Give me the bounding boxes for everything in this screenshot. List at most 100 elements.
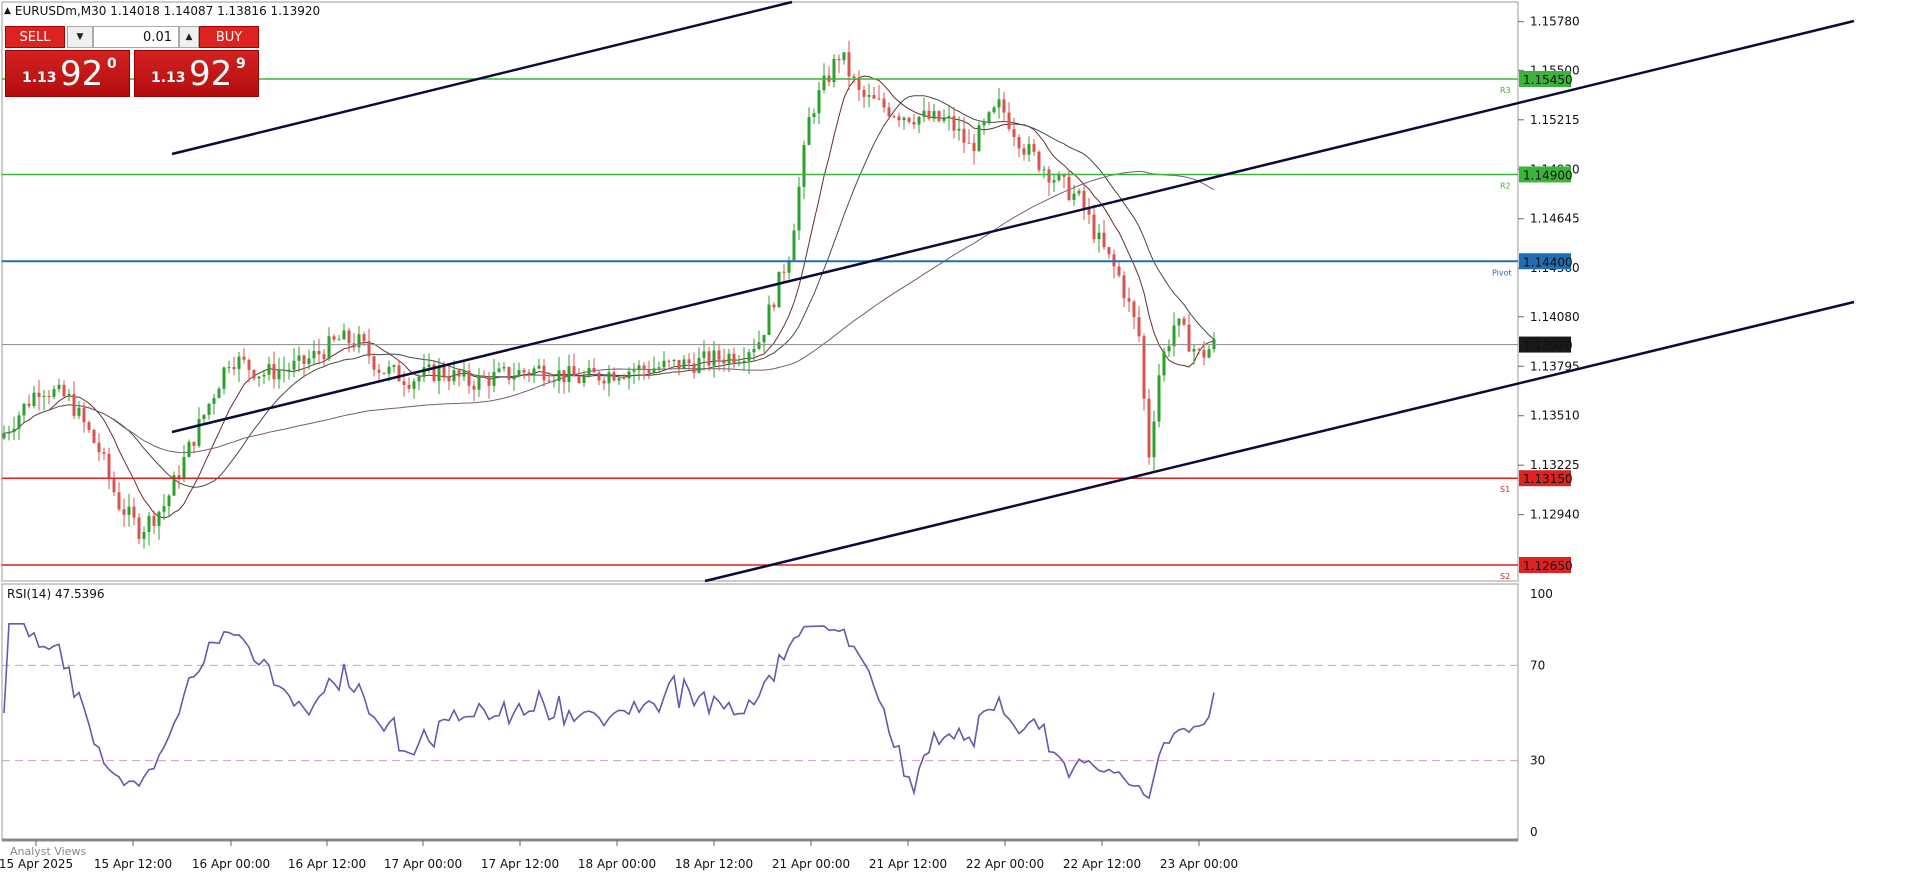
candle-body — [977, 125, 981, 152]
candle-body — [1177, 318, 1181, 326]
candle-body — [702, 351, 706, 358]
price-axis[interactable]: 1.157801.155001.152151.149301.146451.143… — [1518, 15, 1580, 839]
candle-body — [407, 384, 411, 389]
candle-body — [52, 389, 56, 397]
candle-body — [182, 456, 186, 480]
candle-body — [497, 368, 501, 372]
candle-body — [1117, 266, 1121, 276]
candle-body — [612, 372, 616, 381]
candle-body — [737, 361, 741, 364]
candle-body — [1072, 193, 1076, 200]
candle-body — [487, 377, 491, 386]
candle-body — [652, 368, 656, 374]
lot-increase-button[interactable]: ▲ — [179, 26, 199, 48]
candle-body — [712, 350, 716, 366]
candle-body — [1142, 336, 1146, 399]
buy-button[interactable]: BUY — [199, 26, 259, 48]
candle-body — [872, 95, 876, 99]
candle-body — [952, 116, 956, 131]
candle-body — [727, 353, 731, 364]
symbol-info-text: EURUSDm,M30 1.14018 1.14087 1.13816 1.13… — [14, 4, 321, 18]
candle-body — [172, 475, 176, 496]
buy-price-box[interactable]: 1.13 92 9 — [134, 50, 259, 97]
candle-body — [1062, 174, 1066, 177]
candle-body — [907, 117, 911, 123]
candle-body — [1042, 169, 1046, 171]
channel-lines[interactable] — [171, 0, 1855, 583]
current-price-badge — [1519, 336, 1571, 353]
candle-body — [267, 364, 271, 375]
candle-body — [967, 142, 971, 144]
candle-body — [1127, 298, 1131, 302]
symbol-header: ▲ EURUSDm,M30 1.14018 1.14087 1.13816 1.… — [4, 4, 320, 18]
candle-body — [957, 128, 961, 131]
current-price-label: 1.13920 — [1523, 339, 1573, 353]
analyst-views-tab[interactable]: Analyst Views — [10, 845, 87, 858]
time-axis[interactable]: 15 Apr 2025 15 Apr 12:00 16 Apr 00:00 16 Ap… — [0, 840, 1238, 871]
channel-line-1[interactable] — [171, 0, 793, 156]
rsi-panel-frame — [1, 583, 1519, 841]
candle-body — [92, 429, 96, 443]
time-tick-label: 15 Apr 12:00 — [94, 857, 172, 871]
channel-line-3[interactable] — [704, 300, 1855, 583]
sell-button[interactable]: SELL — [5, 26, 65, 48]
candle-body — [1012, 129, 1016, 137]
candle-body — [742, 360, 746, 362]
candle-body — [2, 433, 6, 439]
candle-body — [362, 334, 366, 342]
level-price-label: 1.12650 — [1523, 559, 1573, 573]
channel-line-2[interactable] — [171, 19, 1855, 434]
candle-body — [57, 384, 61, 390]
sell-price-big-digits: 92 — [60, 54, 104, 94]
candle-body — [432, 364, 436, 381]
time-tick-label: 15 Apr 2025 — [0, 857, 73, 871]
candle-body — [922, 110, 926, 117]
candle-body — [1077, 190, 1081, 194]
lot-decrease-button[interactable]: ▼ — [67, 26, 93, 48]
level-price-badge — [1519, 166, 1571, 183]
level-price-badge — [1519, 253, 1571, 270]
moving-averages — [3, 75, 1215, 519]
main-panel-frame — [1, 1, 1519, 582]
candle-body — [127, 506, 131, 515]
candle-body — [357, 334, 361, 348]
candle-body — [587, 367, 591, 376]
candle-body — [602, 380, 606, 384]
collapse-triangle-icon[interactable]: ▲ — [4, 6, 11, 16]
candle-body — [132, 506, 136, 518]
candle-body — [392, 365, 396, 367]
level-tag-r3: R3 — [1500, 86, 1511, 95]
candle-body — [1187, 324, 1191, 352]
candle-body — [767, 304, 771, 335]
pivot-levels: R3 R2 Pivot S1 S2 — [2, 78, 1518, 581]
buy-price-big-digits: 92 — [189, 54, 233, 94]
candle-body — [347, 330, 351, 344]
candle-body — [257, 376, 261, 379]
candle-body — [1192, 349, 1196, 352]
level-tag-r2: R2 — [1500, 181, 1511, 190]
rsi-scale-label: 0 — [1530, 825, 1538, 839]
time-tick-label: 17 Apr 00:00 — [384, 857, 462, 871]
candle-body — [147, 515, 151, 533]
candle-body — [542, 365, 546, 381]
candle-body — [607, 372, 611, 384]
candle-body — [1017, 136, 1021, 149]
candle-body — [577, 376, 581, 383]
lot-size-input[interactable] — [93, 26, 179, 48]
candle-body — [942, 118, 946, 121]
candle-body — [237, 356, 241, 370]
candle-body — [97, 442, 101, 453]
candle-body — [417, 376, 421, 382]
sell-price-box[interactable]: 1.13 92 0 — [5, 50, 130, 97]
time-tick-label: 18 Apr 00:00 — [578, 857, 656, 871]
candle-body — [137, 517, 141, 539]
candle-body — [332, 336, 336, 340]
candle-body — [517, 370, 521, 377]
candle-body — [857, 77, 861, 90]
candle-body — [527, 372, 531, 375]
candle-body — [317, 351, 321, 355]
level-price-badge — [1519, 470, 1571, 487]
candle-body — [232, 367, 236, 370]
